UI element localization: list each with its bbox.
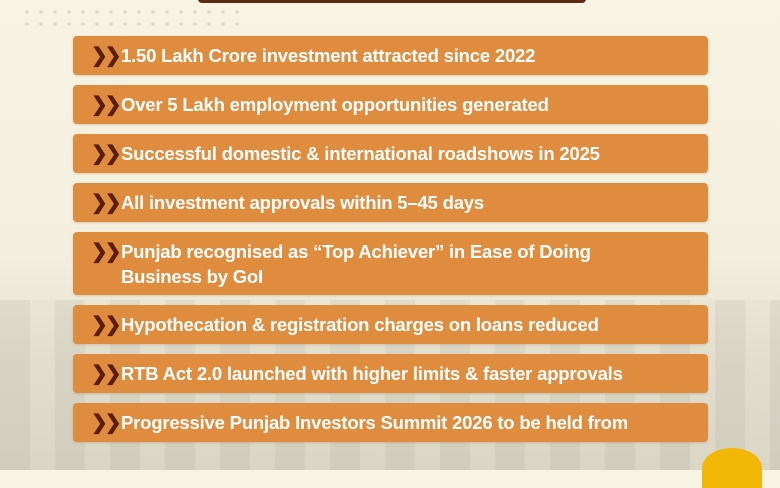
double-chevron-right-icon: ❯❯ (91, 45, 122, 67)
header-banner (198, 0, 586, 3)
item-text: Progressive Punjab Investors Summit 2026… (121, 412, 628, 433)
double-chevron-right-icon: ❯❯ (91, 192, 122, 214)
list-item: ❯❯ 1.50 Lakh Crore investment attracted s… (73, 36, 708, 75)
item-text: Successful domestic & international road… (121, 143, 600, 164)
double-chevron-right-icon: ❯❯ (91, 363, 122, 385)
list-item: ❯❯ RTB Act 2.0 launched with higher limit… (73, 354, 708, 393)
list-item: ❯❯ Successful domestic & international ro… (73, 134, 708, 173)
double-chevron-right-icon: ❯❯ (91, 412, 122, 434)
double-chevron-right-icon: ❯❯ (91, 314, 122, 336)
list-item: ❯❯ Hypothecation & registration charges o… (73, 305, 708, 344)
item-text: Over 5 Lakh employment opportunities gen… (121, 94, 549, 115)
item-text: RTB Act 2.0 launched with higher limits … (121, 363, 623, 384)
decorative-dots (20, 6, 240, 30)
list-item: ❯❯ Punjab recognised as “Top Achiever” in… (73, 232, 708, 295)
double-chevron-right-icon: ❯❯ (91, 241, 122, 263)
item-text: Hypothecation & registration charges on … (121, 314, 599, 335)
person-turban-image (702, 448, 762, 488)
double-chevron-right-icon: ❯❯ (91, 143, 122, 165)
list-item: ❯❯ Over 5 Lakh employment opportunities g… (73, 85, 708, 124)
list-item: ❯❯ Progressive Punjab Investors Summit 20… (73, 403, 708, 442)
item-text: All investment approvals within 5–45 day… (121, 192, 484, 213)
list-item: ❯❯ All investment approvals within 5–45 d… (73, 183, 708, 222)
item-text: 1.50 Lakh Crore investment attracted sin… (121, 45, 536, 66)
item-text: Punjab recognised as “Top Achiever” in E… (121, 241, 591, 287)
double-chevron-right-icon: ❯❯ (91, 94, 122, 116)
